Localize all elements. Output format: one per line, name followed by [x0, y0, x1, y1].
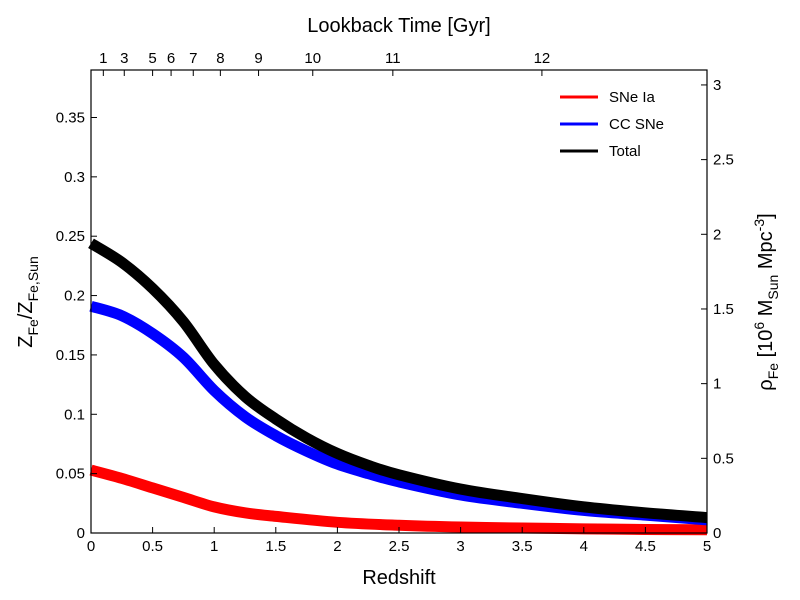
- labels-layer: 0 0.5 1 1.5 2 2.5 3 3.5 4 4.5 500.050.10.150.20.25…: [56, 50, 734, 555]
- x-tick-label-0: 0: [87, 538, 95, 555]
- right-y-tick-label-2: 1: [713, 376, 721, 393]
- right-y-tick-label-3: 1.5: [713, 301, 734, 318]
- x-tick-label-1: 0.5: [142, 538, 163, 555]
- top-tick-label-3: 6: [167, 50, 175, 67]
- x-tick-label-8: 4: [580, 538, 588, 555]
- right-axis-title-sub-sun: Sun: [765, 275, 781, 300]
- left-y-tick-label-4: 0.2: [64, 288, 85, 305]
- series-line-cc-sne: [89, 300, 708, 526]
- top-tick-label-7: 10: [304, 50, 321, 67]
- right-axis-title-mpc: Mpc: [755, 231, 777, 274]
- left-axis-title: ZFe/ZFe,Sun: [15, 256, 41, 347]
- x-tick-label-4: 2: [333, 538, 341, 555]
- legend: SNe Ia CC SNe Total: [560, 89, 664, 160]
- legend-label-sne-ia: SNe Ia: [609, 89, 656, 106]
- right-y-tick-label-0: 0: [713, 525, 721, 542]
- legend-label-total: Total: [609, 143, 641, 160]
- x-tick-label-10: 5: [703, 538, 711, 555]
- top-tick-label-2: 5: [148, 50, 156, 67]
- top-tick-label-0: 1: [99, 50, 107, 67]
- legend-label-cc-sne: CC SNe: [609, 116, 664, 133]
- x-tick-label-6: 3: [456, 538, 464, 555]
- right-axis-title-exp: 6: [751, 322, 767, 330]
- top-tick-label-6: 9: [254, 50, 262, 67]
- x-tick-label-2: 1: [210, 538, 218, 555]
- left-y-tick-label-7: 0.35: [56, 109, 85, 126]
- left-axis-title-sub2: Fe,Sun: [25, 256, 41, 301]
- right-y-tick-label-5: 2.5: [713, 152, 734, 169]
- right-axis-title-sub-fe: Fe: [765, 363, 781, 380]
- left-axis-title-mid: /Z: [15, 301, 37, 319]
- x-tick-label-7: 3.5: [512, 538, 533, 555]
- left-y-tick-label-0: 0: [77, 525, 85, 542]
- left-y-tick-label-5: 0.25: [56, 228, 85, 245]
- left-y-tick-label-1: 0.05: [56, 466, 85, 483]
- left-y-tick-label-3: 0.15: [56, 347, 85, 364]
- right-axis-title-m: M: [755, 300, 777, 322]
- right-y-tick-label-6: 3: [713, 77, 721, 94]
- left-axis-title-main: Z: [15, 336, 37, 348]
- right-y-tick-label-4: 2: [713, 226, 721, 243]
- series-layer: [88, 238, 708, 536]
- right-axis-title-open: [10: [755, 330, 777, 363]
- right-axis-title-exp2: -3: [751, 219, 767, 232]
- right-axis-title-close: ]: [755, 213, 777, 219]
- top-tick-label-4: 7: [189, 50, 197, 67]
- left-axis-title-sub1: Fe: [25, 319, 41, 336]
- series-line-total: [88, 238, 708, 524]
- top-tick-label-9: 12: [534, 50, 551, 67]
- x-tick-label-9: 4.5: [635, 538, 656, 555]
- top-tick-label-5: 8: [216, 50, 224, 67]
- plot-frame: [90, 69, 708, 534]
- right-axis-title-rho: ρ: [755, 379, 777, 390]
- x-axis-title: Redshift: [362, 567, 436, 589]
- right-axis-title: ρFe [106 MSun Mpc-3]: [751, 213, 781, 390]
- top-tick-label-8: 11: [385, 50, 401, 67]
- series-line-sne-ia: [89, 464, 708, 536]
- left-y-tick-label-6: 0.3: [64, 169, 85, 186]
- top-axis-title: Lookback Time [Gyr]: [307, 15, 490, 37]
- ticks-layer: [90, 70, 708, 534]
- x-tick-label-3: 1.5: [265, 538, 286, 555]
- left-y-tick-label-2: 0.1: [64, 406, 85, 423]
- x-tick-label-5: 2.5: [389, 538, 410, 555]
- right-y-tick-label-1: 0.5: [713, 450, 734, 467]
- top-tick-label-1: 3: [120, 50, 128, 67]
